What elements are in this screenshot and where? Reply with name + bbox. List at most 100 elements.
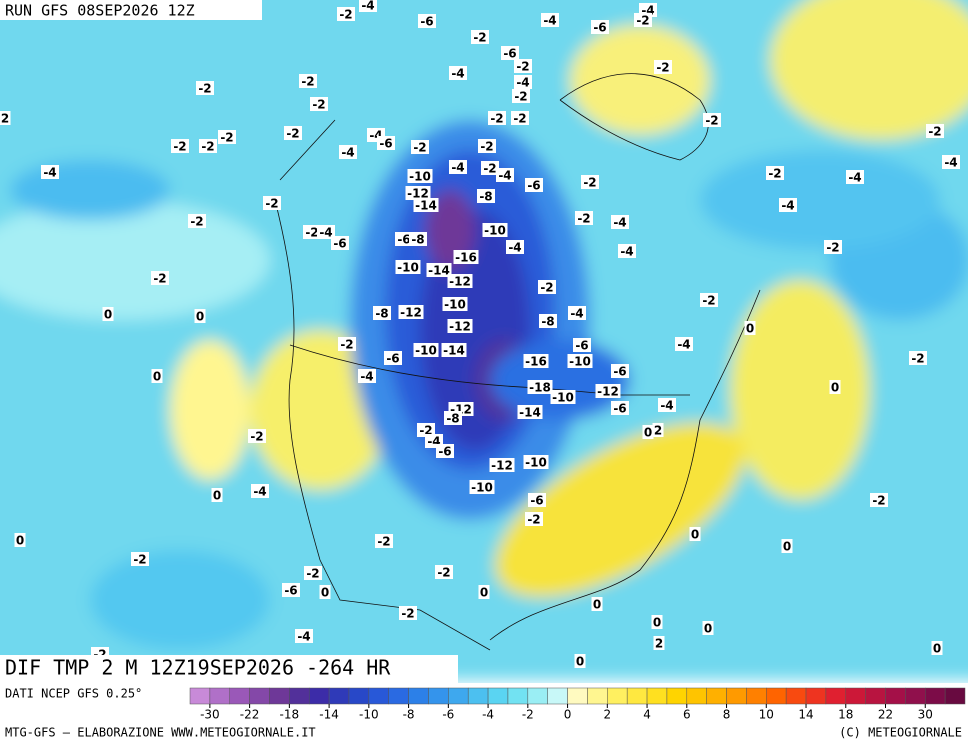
contour-label: -6 [527, 179, 540, 193]
label-box [373, 306, 391, 320]
contour-label: -16 [455, 251, 477, 265]
label-box [409, 232, 427, 246]
label-box [375, 534, 393, 548]
contour-label: -2 [301, 75, 314, 89]
colorbar-tick-label: 10 [759, 708, 774, 722]
label-box [829, 380, 841, 394]
label-box [478, 139, 496, 153]
label-box [517, 405, 543, 419]
label-box [359, 0, 377, 12]
label-box [407, 169, 433, 183]
colorbar-swatch [269, 687, 290, 705]
contour-label: -2 [473, 31, 486, 45]
contour-label: -12 [491, 459, 513, 473]
contour-label: -4 [613, 216, 626, 230]
label-box [447, 319, 473, 333]
contour-label: -4 [944, 156, 957, 170]
contour-label: 0 [831, 381, 839, 395]
label-box [469, 480, 495, 494]
colorbar-swatch [209, 687, 230, 705]
colorbar-swatch [328, 687, 350, 705]
contour-label: -2 [516, 60, 529, 74]
contour-label: -2 [153, 272, 166, 286]
contour-label: -4 [660, 399, 673, 413]
label-box [618, 244, 636, 258]
colorbar-swatch [885, 687, 906, 705]
colorbar-swatch [289, 687, 310, 705]
label-box [453, 250, 479, 264]
colorbar-swatch [388, 687, 409, 705]
contour-label: 0 [691, 528, 699, 542]
contour-label: -4 [319, 226, 332, 240]
label-box [528, 493, 546, 507]
colorbar-swatch [785, 687, 807, 705]
label-box [525, 512, 543, 526]
colorbar-swatch [587, 687, 608, 705]
contour-label: -4 [451, 67, 464, 81]
label-box [909, 351, 927, 365]
contour-label: -4 [498, 169, 511, 183]
label-box [248, 429, 266, 443]
contour-label: -2 [702, 294, 715, 308]
label-box [501, 46, 519, 60]
contour-label: -4 [677, 338, 690, 352]
label-box [525, 178, 543, 192]
contour-label: -2 [583, 176, 596, 190]
contour-label: -2 [911, 352, 924, 366]
contour-label: -2 [656, 61, 669, 75]
label-box [703, 113, 721, 127]
contour-label: -2 [513, 112, 526, 126]
label-box [444, 411, 462, 425]
colorbar-swatch [925, 687, 946, 705]
contour-label: -2 [265, 197, 278, 211]
colorbar-swatch [527, 687, 548, 705]
label-box [151, 271, 169, 285]
colorbar-swatch [467, 687, 489, 705]
contour-label: -12 [449, 320, 471, 334]
label-box [395, 260, 421, 274]
label-box [478, 585, 490, 599]
contour-label: -4 [570, 307, 583, 321]
label-box [481, 161, 499, 175]
label-box [514, 59, 532, 73]
label-box [471, 30, 489, 44]
label-box [263, 196, 281, 210]
label-box [151, 369, 163, 383]
contour-label: 0 [153, 370, 161, 384]
contour-label: -2 [490, 112, 503, 126]
label-box [702, 621, 714, 635]
colorbar-tick-label: -2 [522, 708, 534, 722]
contour-label: -18 [529, 381, 551, 395]
source-label: DATI NCEP GFS 0.25° [5, 687, 142, 701]
label-box [654, 60, 672, 74]
label-box [251, 484, 269, 498]
contour-label: -10 [409, 170, 431, 184]
colorbar-tick-label: 18 [838, 708, 853, 722]
contour-label: -6 [530, 494, 543, 508]
label-box [384, 351, 402, 365]
colorbar-swatch [229, 687, 250, 705]
contour-label: -2 [413, 141, 426, 155]
contour-label: -4 [848, 171, 861, 185]
label-box [377, 136, 395, 150]
label-box [653, 636, 665, 650]
contour-label: 0 [593, 598, 601, 612]
copyright-label: (C) METEOGIORNALE [839, 726, 962, 740]
contour-label: -6 [613, 365, 626, 379]
colorbar-swatch [825, 687, 847, 705]
label-box [567, 354, 593, 368]
colorbar-swatch [944, 687, 966, 705]
colorbar-swatch [746, 687, 767, 705]
label-box [304, 566, 322, 580]
label-box [211, 488, 223, 502]
contour-labels: -4-2 -6 -4 -6-4-2-2-6-2-4-4-2-2-2-2-22 -2 -2-… [0, 0, 958, 669]
label-box [41, 165, 59, 179]
colorbar-swatch [368, 687, 389, 705]
label-box [539, 314, 557, 328]
contour-label: -14 [415, 199, 437, 213]
contour-label: -6 [613, 402, 626, 416]
label-box [295, 629, 313, 643]
label-box [651, 615, 663, 629]
contour-label: -2 [305, 226, 318, 240]
